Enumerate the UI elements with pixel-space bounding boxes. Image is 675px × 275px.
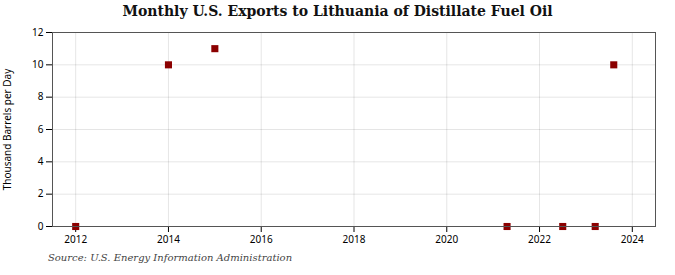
svg-text:2024: 2024 — [621, 232, 644, 246]
svg-text:2014: 2014 — [157, 232, 180, 246]
svg-text:Thousand Barrels per Day: Thousand Barrels per Day — [0, 68, 14, 191]
svg-text:2016: 2016 — [250, 232, 273, 246]
svg-text:10: 10 — [32, 57, 44, 71]
html-text:Source: U.S. Energy Informatio: Source: U.S. Energy Information Administ… — [48, 252, 293, 263]
svg-text:4: 4 — [38, 154, 44, 168]
svg-text:12: 12 — [32, 25, 44, 39]
svg-text:2020: 2020 — [435, 232, 458, 246]
svg-text:0: 0 — [38, 219, 44, 233]
svg-text:2: 2 — [38, 186, 44, 200]
svg-text:2022: 2022 — [528, 232, 551, 246]
svg-text:2018: 2018 — [343, 232, 366, 246]
svg-text:2012: 2012 — [64, 232, 87, 246]
html-text:Monthly U.S. Exports to Lithua: Monthly U.S. Exports to Lithuania of Dis… — [122, 3, 553, 19]
svg-text:6: 6 — [38, 122, 44, 136]
svg-text:8: 8 — [38, 89, 44, 103]
